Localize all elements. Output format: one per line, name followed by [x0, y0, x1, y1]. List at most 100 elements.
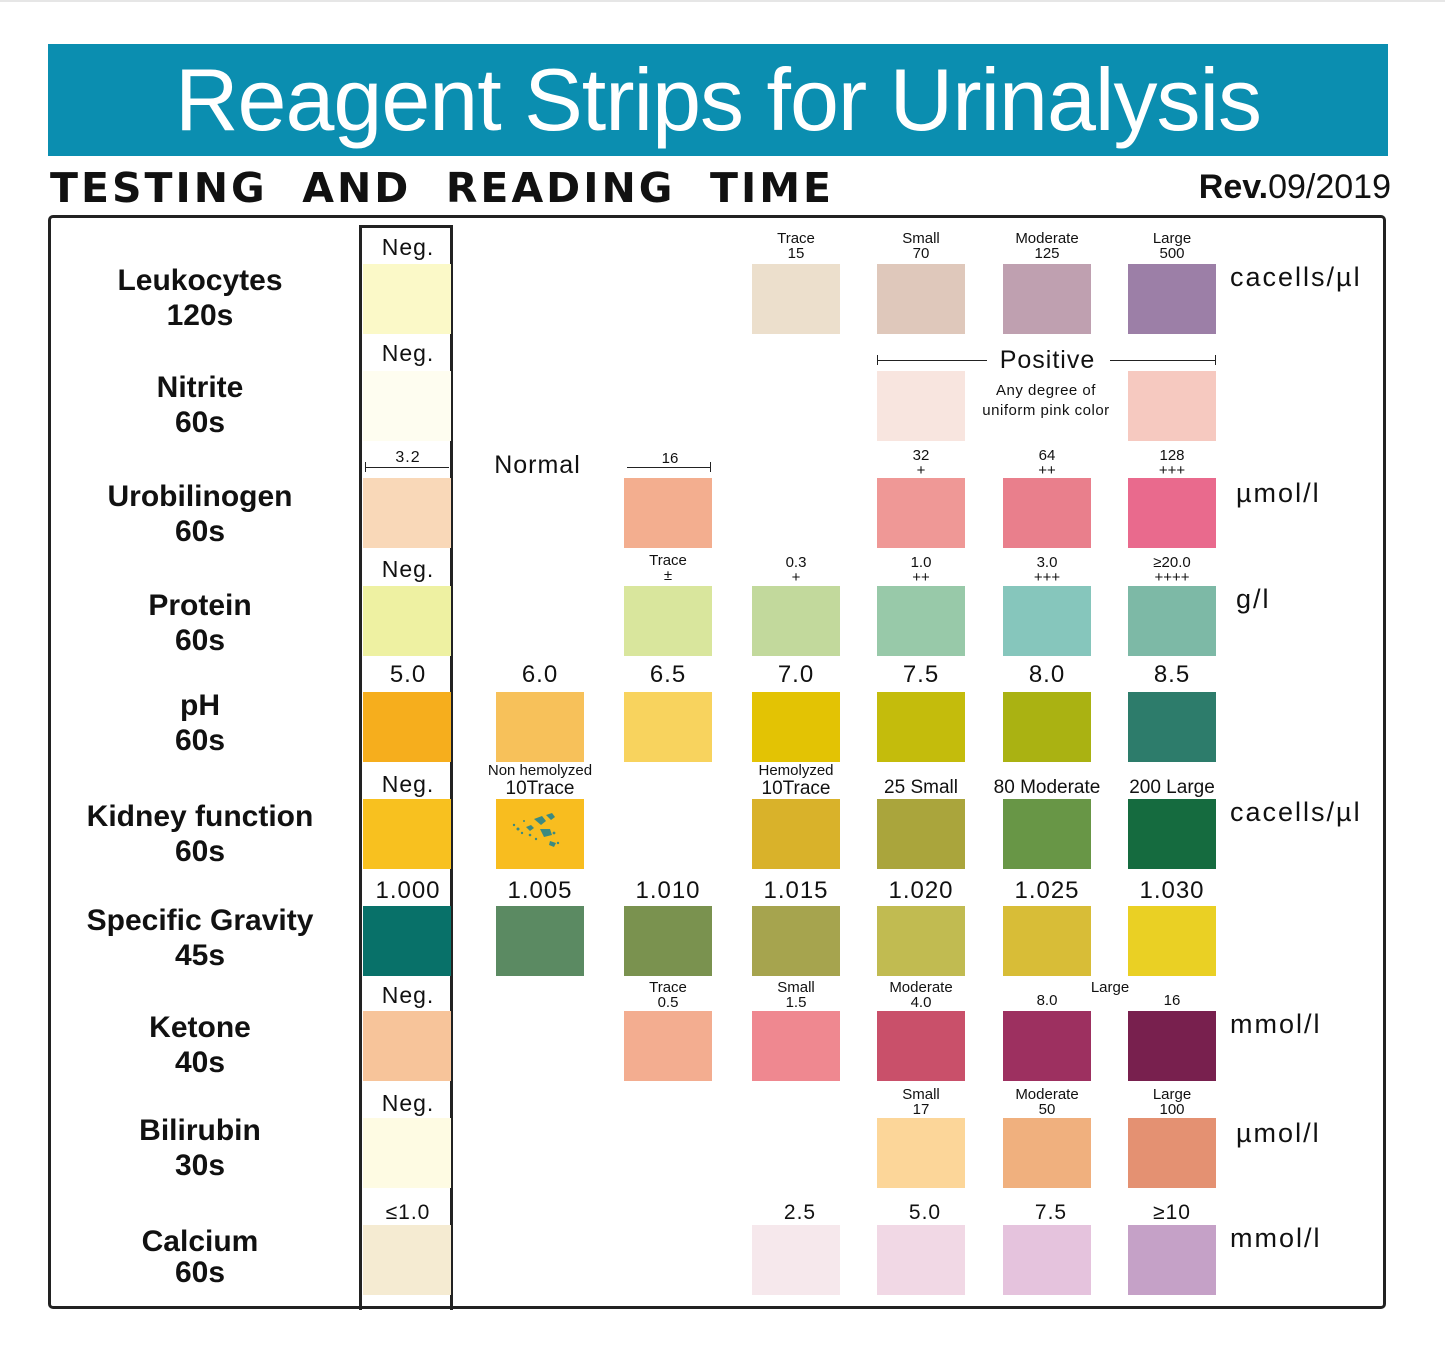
ketone-swatch-8-0 — [1003, 1011, 1091, 1081]
chart-frame — [48, 215, 1386, 1309]
bilirubin-level-label: Moderate 50 — [1015, 1086, 1079, 1118]
arrow-tick — [365, 462, 366, 472]
nitrite-positive-label: Positive — [999, 346, 1096, 374]
protein-swatch-3-0 — [1003, 586, 1091, 656]
subtitle: TESTING AND READING TIME — [50, 164, 835, 212]
calcium-value-label: ≤1.0 — [385, 1201, 431, 1224]
bilirubin-swatch-moderate — [1003, 1118, 1091, 1188]
arrow-tick — [1215, 355, 1216, 365]
row-name: Ketone — [149, 1011, 251, 1044]
ketone-swatch-16 — [1128, 1011, 1216, 1081]
kidney-small-label: 25 Small — [884, 777, 958, 798]
protein-swatch-20-0 — [1128, 586, 1216, 656]
arrow-tick — [877, 355, 878, 365]
sg-swatch-1-000 — [363, 906, 451, 976]
bilirubin-unit: µmol/l — [1236, 1118, 1321, 1148]
ketone-level-label: 16 — [1163, 992, 1181, 1009]
ketone-swatch-small — [752, 1011, 840, 1081]
row-time: 120s — [166, 299, 234, 332]
top-rule — [0, 0, 1445, 2]
row-label-ketone: Ketone 40s — [60, 1010, 340, 1080]
urobilinogen-range-line — [365, 467, 449, 468]
arrow-tick — [710, 462, 711, 472]
leukocytes-swatch-trace — [752, 264, 840, 334]
sg-swatch-1-030 — [1128, 906, 1216, 976]
row-name: Protein — [148, 589, 252, 622]
ph-value-label: 6.5 — [649, 661, 687, 688]
row-time: 60s — [174, 1256, 226, 1289]
ph-value-label: 5.0 — [389, 661, 427, 688]
row-name: Bilirubin — [139, 1114, 261, 1147]
title-banner: Reagent Strips for Urinalysis — [48, 44, 1388, 156]
ph-value-label: 7.5 — [902, 661, 940, 688]
bilirubin-swatch-large — [1128, 1118, 1216, 1188]
kidney-swatch-moderate — [1003, 799, 1091, 869]
row-name: Kidney function — [86, 800, 314, 833]
leukocytes-level-label: Trace 15 — [777, 230, 815, 262]
ketone-swatch-moderate — [877, 1011, 965, 1081]
urobilinogen-16-label: 16 — [648, 450, 692, 467]
calcium-value-label: 5.0 — [908, 1201, 942, 1224]
kidney-swatch-large — [1128, 799, 1216, 869]
leukocytes-swatch-neg — [363, 264, 451, 334]
ketone-level-label: 8.0 — [1036, 992, 1058, 1009]
row-name: pH — [180, 689, 220, 722]
kidney-swatch-nonhemolyzed — [496, 799, 584, 869]
row-label-ph: pH 60s — [60, 688, 340, 758]
row-time: 60s — [174, 624, 226, 657]
calcium-value-label: ≥10 — [1153, 1201, 1191, 1224]
protein-swatch-trace — [624, 586, 712, 656]
kidney-large-label: 200 Large — [1129, 777, 1215, 798]
leukocytes-neg-label: Neg. — [381, 234, 435, 260]
negative-column-frame — [359, 225, 453, 1310]
urobilinogen-level-label: 32 + — [912, 447, 930, 479]
ketone-level-label: Trace 0.5 — [649, 979, 687, 1011]
positive-arrow-right — [1110, 360, 1216, 361]
protein-swatch-neg — [363, 586, 451, 656]
revision: Rev.09/2019 — [1199, 168, 1391, 207]
bilirubin-swatch-small — [877, 1118, 965, 1188]
urobilinogen-level-label: 64 ++ — [1038, 447, 1056, 479]
speckle-pattern — [512, 813, 560, 847]
calcium-value-label: 2.5 — [783, 1201, 817, 1224]
kidney-neg-label: Neg. — [381, 771, 435, 797]
bilirubin-level-label: Small 17 — [902, 1086, 940, 1118]
urobilinogen-swatch-normal — [363, 478, 451, 548]
protein-level-label: 0.3 + — [785, 554, 807, 586]
ketone-large-label: Large — [1090, 979, 1130, 996]
row-name: Leukocytes — [117, 264, 283, 297]
row-time: 40s — [174, 1046, 226, 1079]
nitrite-swatch-positive-light — [877, 371, 965, 441]
ketone-level-label: Moderate 4.0 — [889, 979, 953, 1011]
ph-value-label: 8.5 — [1153, 661, 1191, 688]
row-label-calcium: Calcium 60s — [60, 1226, 340, 1288]
protein-neg-label: Neg. — [381, 556, 435, 582]
urobilinogen-level-label: 128 +++ — [1158, 447, 1186, 479]
sg-value-label: 1.000 — [375, 877, 441, 904]
row-label-bilirubin: Bilirubin 30s — [60, 1113, 340, 1183]
row-label-urobilinogen: Urobilinogen 60s — [60, 479, 340, 549]
protein-level-label: 1.0 ++ — [910, 554, 932, 586]
ph-swatch-6-0 — [496, 692, 584, 762]
urobilinogen-normal-label: Normal — [494, 451, 581, 479]
ph-swatch-8-0 — [1003, 692, 1091, 762]
sg-swatch-1-020 — [877, 906, 965, 976]
ph-value-label: 7.0 — [777, 661, 815, 688]
ketone-unit: mmol/l — [1230, 1009, 1322, 1039]
calcium-swatch-10 — [1128, 1225, 1216, 1295]
leukocytes-level-label: Large 500 — [1152, 230, 1192, 262]
row-time: 30s — [174, 1149, 226, 1182]
urobilinogen-range-line — [627, 467, 711, 468]
protein-swatch-1-0 — [877, 586, 965, 656]
kidney-unit: cacells/µl — [1230, 797, 1362, 827]
positive-arrow-left — [877, 360, 987, 361]
calcium-value-label: 7.5 — [1034, 1201, 1068, 1224]
calcium-swatch-5-0 — [877, 1225, 965, 1295]
row-name: Specific Gravity — [86, 904, 314, 937]
leukocytes-level-label: Moderate 125 — [1015, 230, 1079, 262]
row-time: 60s — [174, 835, 226, 868]
sg-value-label: 1.015 — [763, 877, 829, 904]
kidney-hemolyzed-label: Hemolyzed 10Trace — [758, 762, 834, 799]
protein-level-label: ≥20.0 ++++ — [1153, 554, 1191, 586]
ketone-swatch-neg — [363, 1011, 451, 1081]
